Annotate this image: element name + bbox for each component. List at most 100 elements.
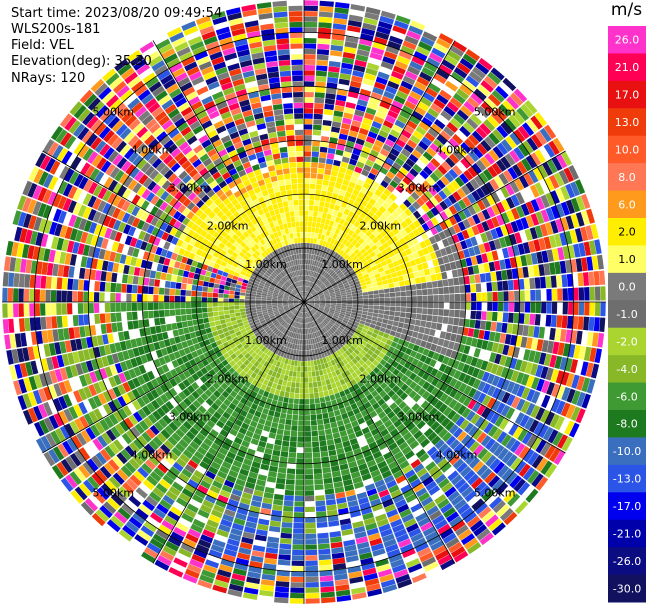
velocity-cell bbox=[191, 302, 197, 308]
velocity-cell bbox=[577, 272, 584, 287]
velocity-cell bbox=[501, 434, 512, 447]
velocity-cell bbox=[451, 133, 464, 145]
velocity-cell bbox=[526, 137, 539, 151]
velocity-cell bbox=[486, 397, 496, 409]
velocity-cell bbox=[538, 424, 549, 439]
velocity-cell bbox=[561, 315, 568, 329]
velocity-cell bbox=[404, 70, 418, 81]
velocity-cell bbox=[309, 270, 313, 276]
velocity-cell bbox=[396, 371, 405, 380]
velocity-cell bbox=[422, 334, 429, 342]
velocity-cell bbox=[514, 412, 525, 425]
velocity-cell bbox=[304, 382, 309, 388]
velocity-cell bbox=[306, 306, 311, 311]
velocity-cell bbox=[406, 302, 412, 308]
velocity-cell bbox=[285, 484, 295, 491]
velocity-cell bbox=[361, 396, 369, 405]
velocity-cell bbox=[306, 280, 309, 287]
velocity-cell bbox=[570, 197, 581, 213]
velocity-cell bbox=[299, 382, 304, 388]
velocity-cell bbox=[506, 454, 518, 468]
velocity-cell bbox=[546, 302, 552, 314]
velocity-cell bbox=[346, 494, 357, 502]
velocity-cell bbox=[475, 126, 488, 139]
velocity-cell bbox=[424, 403, 434, 414]
velocity-cell bbox=[340, 201, 348, 209]
velocity-cell bbox=[525, 253, 533, 266]
velocity-cell bbox=[486, 206, 496, 218]
velocity-cell bbox=[424, 190, 434, 200]
velocity-cell bbox=[549, 327, 556, 341]
velocity-cell bbox=[362, 288, 368, 293]
velocity-cell bbox=[405, 285, 411, 291]
velocity-cell bbox=[582, 272, 590, 286]
velocity-cell bbox=[578, 242, 586, 257]
velocity-cell bbox=[314, 233, 319, 239]
velocity-cell bbox=[580, 210, 590, 226]
velocity-cell bbox=[334, 260, 340, 266]
velocity-cell bbox=[392, 162, 402, 171]
velocity-cell bbox=[491, 162, 503, 175]
velocity-cell bbox=[392, 227, 400, 235]
velocity-cell bbox=[477, 380, 487, 392]
velocity-cell bbox=[391, 325, 398, 332]
velocity-cell bbox=[414, 81, 427, 92]
velocity-cell bbox=[351, 232, 358, 239]
velocity-cell bbox=[410, 532, 424, 543]
velocity-cell bbox=[355, 138, 365, 146]
velocity-cell bbox=[375, 406, 384, 415]
velocity-cell bbox=[276, 428, 284, 435]
velocity-cell bbox=[335, 343, 342, 350]
velocity-cell bbox=[488, 331, 496, 342]
velocity-cell bbox=[346, 427, 355, 435]
velocity-cell bbox=[597, 333, 605, 348]
velocity-cell bbox=[321, 185, 328, 192]
velocity-cell bbox=[332, 364, 339, 371]
velocity-cell bbox=[470, 236, 478, 247]
velocity-cell bbox=[209, 321, 216, 328]
velocity-cell bbox=[501, 322, 508, 333]
velocity-cell bbox=[387, 214, 396, 223]
velocity-cell bbox=[369, 149, 379, 158]
velocity-cell bbox=[289, 365, 294, 371]
velocity-cell bbox=[503, 169, 514, 183]
velocity-cell bbox=[376, 518, 389, 527]
velocity-cell bbox=[502, 100, 516, 114]
velocity-cell bbox=[316, 54, 329, 61]
velocity-cell bbox=[304, 409, 310, 415]
velocity-cell bbox=[318, 309, 323, 313]
velocity-cell bbox=[336, 269, 342, 275]
velocity-cell bbox=[328, 276, 333, 282]
velocity-cell bbox=[317, 290, 323, 294]
velocity-cell bbox=[333, 345, 339, 352]
velocity-cell bbox=[304, 474, 314, 480]
velocity-cell bbox=[306, 275, 309, 281]
velocity-cell bbox=[454, 302, 461, 310]
velocity-cell bbox=[296, 377, 301, 383]
velocity-cell bbox=[499, 355, 507, 366]
velocity-cell bbox=[304, 102, 314, 109]
velocity-cell bbox=[383, 188, 392, 197]
velocity-cell bbox=[304, 361, 308, 367]
velocity-cell bbox=[357, 295, 363, 299]
velocity-cell bbox=[333, 12, 348, 20]
velocity-cell bbox=[509, 357, 518, 370]
velocity-cell bbox=[312, 140, 321, 147]
velocity-cell bbox=[298, 404, 304, 410]
velocity-cell bbox=[68, 327, 75, 340]
velocity-cell bbox=[378, 205, 387, 214]
velocity-cell bbox=[437, 316, 444, 324]
velocity-cell bbox=[338, 206, 346, 214]
velocity-cell bbox=[322, 240, 327, 247]
velocity-cell bbox=[309, 303, 315, 305]
velocity-cell bbox=[349, 269, 355, 275]
velocity-cell bbox=[320, 451, 329, 458]
velocity-cell bbox=[341, 372, 347, 379]
velocity-cell bbox=[347, 499, 359, 508]
velocity-cell bbox=[366, 62, 380, 71]
velocity-cell bbox=[332, 316, 338, 321]
velocity-cell bbox=[477, 392, 487, 404]
velocity-cell bbox=[459, 58, 474, 70]
velocity-cell bbox=[392, 124, 403, 134]
velocity-cell bbox=[290, 381, 296, 388]
